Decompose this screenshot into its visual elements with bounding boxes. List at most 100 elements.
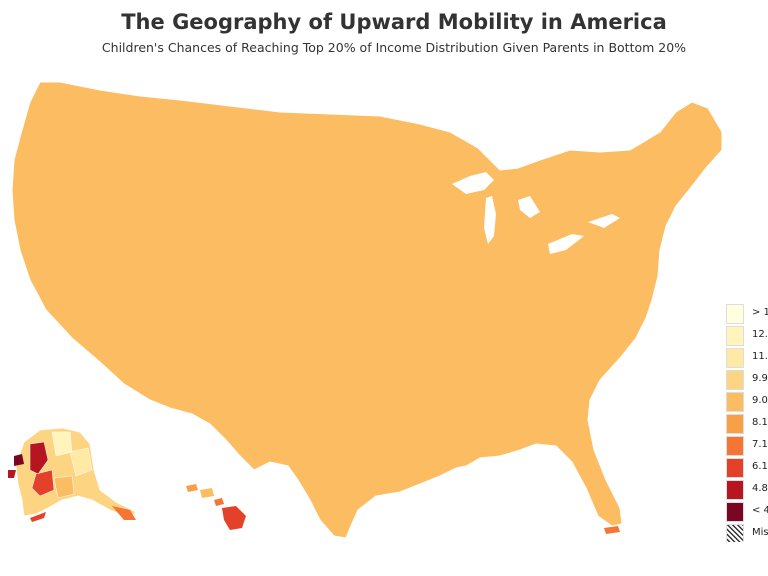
county-region — [549, 449, 561, 461]
county-region — [529, 149, 541, 161]
county-region — [149, 489, 167, 501]
county-region — [409, 509, 421, 526]
county-region — [439, 519, 451, 531]
county-region — [719, 229, 722, 241]
county-region — [689, 409, 707, 426]
county-region — [609, 99, 627, 116]
county-region — [12, 489, 21, 501]
county-region — [699, 359, 711, 371]
county-region — [59, 349, 77, 366]
county-region — [149, 469, 161, 481]
county-region — [679, 349, 691, 361]
county-region — [199, 82, 211, 91]
county-region — [489, 119, 501, 136]
county-region — [630, 540, 646, 555]
county-region — [479, 529, 491, 538]
legend-label: > 1 — [752, 307, 768, 318]
county-region — [669, 429, 681, 441]
county-region — [219, 82, 237, 91]
county-region — [699, 469, 717, 486]
county-region — [69, 359, 87, 371]
county-region — [709, 489, 721, 501]
county-region — [159, 479, 171, 491]
county-region — [689, 89, 701, 101]
county-region — [149, 499, 161, 511]
county-region — [369, 499, 387, 511]
county-region — [269, 99, 287, 111]
county-region — [109, 479, 127, 491]
county-region — [659, 89, 671, 101]
county-region — [109, 439, 121, 451]
county-region — [489, 479, 501, 491]
county-region — [689, 189, 701, 201]
county-region — [419, 82, 431, 96]
county-region — [139, 479, 151, 496]
county-region — [610, 540, 626, 550]
county-region — [679, 529, 697, 538]
county-region — [429, 99, 441, 111]
county-region — [12, 119, 21, 136]
county-region — [699, 379, 711, 391]
county-region — [639, 119, 651, 131]
county-region — [669, 499, 681, 516]
county-region — [629, 349, 641, 361]
county-region — [449, 479, 461, 496]
county-region — [719, 239, 722, 251]
county-region — [219, 459, 231, 471]
county-region — [459, 469, 471, 481]
county-region — [359, 529, 377, 538]
county-region — [489, 89, 501, 101]
county-region — [619, 449, 631, 461]
county-region — [469, 509, 481, 521]
county-region — [629, 389, 641, 401]
county-region — [79, 509, 97, 521]
county-region — [619, 429, 637, 446]
county-region — [39, 379, 57, 396]
county-region — [339, 82, 351, 91]
county-region — [659, 369, 671, 381]
county-region — [499, 469, 517, 486]
county-region — [619, 389, 637, 406]
county-region — [389, 499, 407, 511]
county-region — [579, 109, 591, 126]
county-region — [649, 409, 661, 426]
county-region — [12, 519, 27, 531]
county-region — [680, 540, 696, 555]
county-region — [659, 249, 677, 261]
county-region — [209, 82, 221, 91]
county-region — [589, 409, 601, 421]
county-region — [139, 429, 151, 441]
county-region — [339, 99, 351, 111]
county-region — [709, 469, 721, 481]
county-region — [49, 369, 67, 381]
county-region — [349, 99, 367, 116]
county-region — [709, 439, 722, 451]
county-region — [539, 499, 557, 511]
county-region — [159, 419, 171, 436]
county-region — [529, 119, 541, 136]
county-region — [699, 229, 717, 246]
county-region — [529, 139, 547, 151]
county-region — [629, 519, 641, 531]
county-region — [429, 509, 447, 521]
county-region — [119, 529, 131, 538]
county-region — [189, 509, 207, 526]
county-region — [210, 540, 220, 550]
county-region — [639, 359, 651, 371]
county-region — [709, 89, 721, 101]
county-region — [549, 119, 561, 136]
county-region — [699, 419, 711, 431]
county-region — [259, 499, 271, 516]
county-region — [239, 82, 257, 96]
county-region — [469, 499, 487, 516]
county-region — [619, 519, 637, 531]
county-region — [659, 469, 677, 481]
county-region — [109, 449, 121, 466]
county-region — [699, 509, 711, 526]
county-region — [709, 529, 721, 538]
county-region — [179, 509, 191, 521]
county-region — [629, 82, 641, 91]
county-region — [369, 529, 387, 538]
county-region — [29, 529, 41, 538]
county-region — [559, 89, 577, 101]
